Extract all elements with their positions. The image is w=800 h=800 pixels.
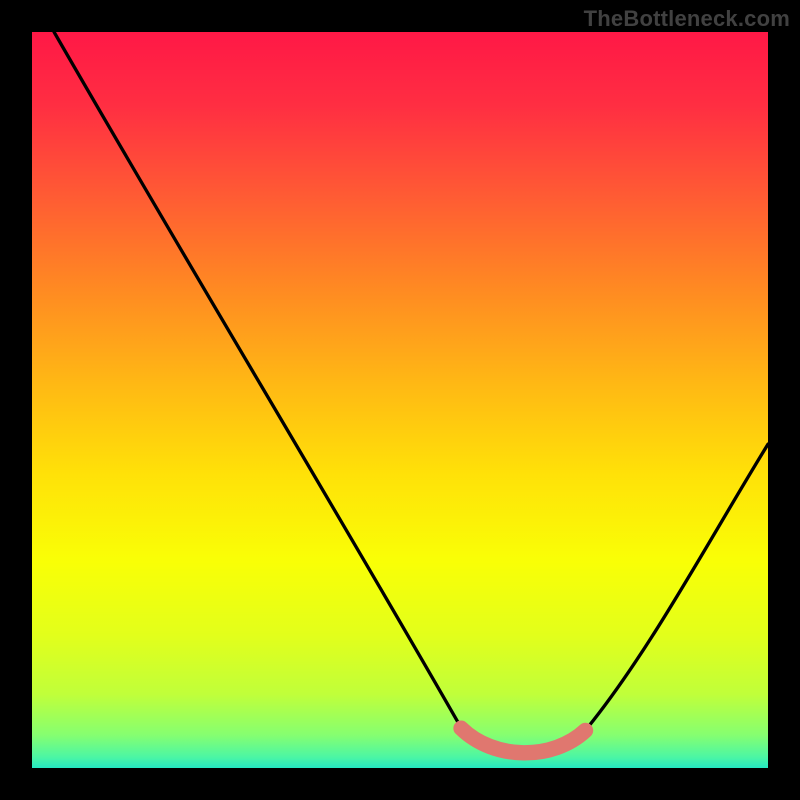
chart-frame: TheBottleneck.com bbox=[0, 0, 800, 800]
bottleneck-plot bbox=[32, 32, 768, 768]
watermark-text: TheBottleneck.com bbox=[584, 6, 790, 32]
gradient-background bbox=[32, 32, 768, 768]
